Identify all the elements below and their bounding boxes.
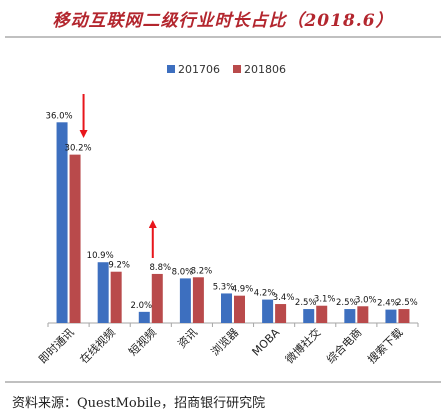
data-label-201806-6: 3.1% (314, 295, 336, 305)
bar-201706-1 (97, 262, 109, 323)
data-label-201706-1: 10.9% (87, 251, 114, 261)
legend-swatch-201706 (167, 65, 175, 73)
data-label-201806-2: 8.8% (149, 263, 171, 273)
data-label-201706-3: 8.0% (172, 267, 194, 277)
footer-divider (5, 381, 441, 383)
bar-201806-6 (316, 305, 328, 323)
bar-201806-7 (357, 306, 369, 323)
data-label-201806-0: 30.2% (65, 144, 92, 154)
bar-chart: 201706 201806 36.0% 30.2% 即时通讯 10.9%9.2% 在线视频 2… (36, 63, 419, 366)
data-label-201806-1: 9.2% (108, 261, 130, 271)
bar-201706-5 (262, 299, 274, 323)
category-label-5: MOBA (250, 326, 283, 359)
category-label-0: 即时通讯 (36, 326, 76, 366)
bar-201806-1 (110, 271, 122, 323)
data-label-201706-7: 2.5% (336, 298, 358, 308)
bar-201806-8 (398, 309, 410, 323)
bar-201706-7 (344, 309, 356, 323)
data-label-201806-5: 3.4% (273, 293, 295, 303)
data-label-201706-0: 36.0% (46, 111, 73, 121)
category-label-4: 浏览器 (208, 325, 241, 358)
bar-201806-4 (234, 295, 245, 323)
source-note: 资料来源：QuestMobile，招商银行研究院 (12, 396, 266, 411)
page-title: 移动互联网二级行业时长占比（2018.6） (52, 11, 394, 31)
bar-201706-6 (303, 309, 315, 323)
data-label-201806-4: 4.9% (232, 285, 254, 295)
data-label-201806-7: 3.0% (355, 295, 377, 305)
bar-201806-5 (275, 304, 287, 323)
bar-201706-8 (385, 309, 397, 323)
bar-201806-0 (69, 154, 81, 323)
data-label-201706-5: 4.2% (254, 289, 276, 299)
title-divider (5, 36, 441, 38)
bar-201706-2 (138, 311, 150, 323)
bar-201706-0 (56, 122, 68, 323)
data-label-201706-6: 2.5% (295, 298, 317, 308)
data-label-201706-2: 2.0% (130, 301, 152, 311)
bar-201706-3 (179, 278, 191, 323)
category-label-7: 综合电商 (323, 325, 364, 366)
data-label-201706-4: 5.3% (213, 282, 235, 292)
legend-label-201806: 201806 (244, 63, 286, 76)
category-label-8: 搜索下载 (365, 325, 406, 366)
data-label-201806-3: 8.2% (191, 266, 213, 276)
category-label-3: 资讯 (175, 326, 200, 351)
category-label-6: 微博社交 (282, 325, 323, 366)
category-label-2: 短视频 (126, 325, 159, 358)
legend-label-201706: 201706 (178, 63, 220, 76)
data-label-201706-8: 2.4% (377, 299, 399, 309)
category-label-1: 在线视频 (77, 325, 118, 366)
bar-201806-2 (151, 273, 163, 323)
bar-201706-4 (221, 293, 232, 323)
legend-swatch-201806 (233, 65, 241, 73)
data-label-201806-8: 2.5% (396, 298, 418, 308)
bar-201806-3 (192, 277, 204, 323)
